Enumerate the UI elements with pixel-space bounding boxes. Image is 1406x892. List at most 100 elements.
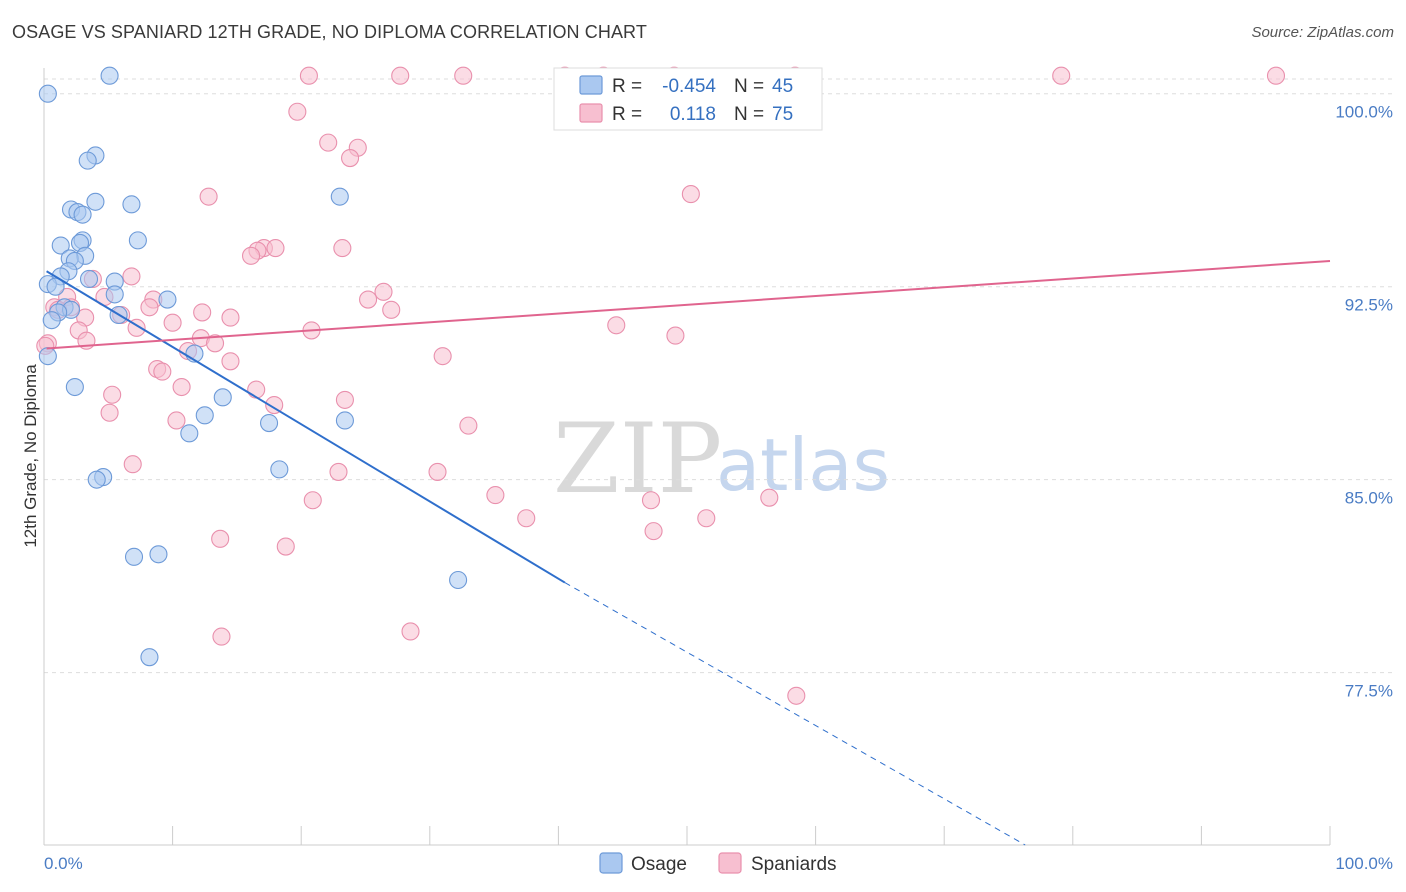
osage-point-20 [79, 269, 99, 289]
x-tick-label-0: 0.0% [44, 854, 83, 873]
legend-r-label-spaniards: R = [612, 104, 642, 125]
osage-point-37 [270, 460, 289, 479]
osage-point-23 [158, 290, 177, 309]
osage-trend-line [46, 270, 566, 584]
spaniards-point-13 [199, 187, 218, 206]
osage-point-19 [46, 277, 65, 296]
spaniards-point-53 [335, 390, 354, 409]
osage-point-41 [124, 547, 144, 566]
y-tick-label-2: 85.0% [1345, 489, 1393, 508]
spaniards-points [36, 66, 1286, 705]
y-tick-label-1: 92.5% [1345, 296, 1393, 315]
series-legend-swatch-spaniards [718, 852, 742, 874]
osage-point-31 [65, 377, 84, 397]
legend-r-value-osage: -0.454 [662, 76, 716, 97]
osage-point-44 [38, 84, 57, 103]
spaniards-point-59 [329, 462, 348, 481]
osage-point-32 [213, 388, 232, 407]
osage-point-43 [140, 648, 159, 667]
osage-point-33 [195, 406, 214, 425]
osage-point-22 [105, 285, 124, 304]
osage-trend-line-extension [564, 582, 1026, 846]
spaniards-point-22 [374, 282, 393, 301]
spaniards-point-56 [167, 411, 186, 430]
spaniards-point-14 [681, 185, 700, 204]
spaniards-point-29 [193, 303, 212, 322]
spaniards-point-72 [787, 686, 806, 705]
osage-point-7 [73, 205, 92, 224]
spaniards-point-66 [697, 509, 716, 528]
legend-r-label-osage: R = [612, 76, 642, 97]
y-tick-labels: 100.0% 92.5% 85.0% 77.5% [1335, 103, 1393, 701]
grid-lines [44, 78, 1394, 674]
spaniards-point-70 [401, 622, 420, 641]
spaniards-point-46 [433, 347, 452, 366]
spaniards-point-67 [644, 522, 663, 541]
osage-point-8 [330, 187, 349, 206]
osage-points [38, 66, 468, 667]
spaniards-point-16 [266, 239, 285, 258]
spaniards-point-60 [428, 462, 447, 481]
legend-n-label-spaniards: N = [734, 104, 764, 125]
osage-point-30 [38, 347, 57, 366]
spaniards-point-1 [391, 66, 410, 85]
osage-point-35 [335, 411, 354, 430]
osage-point-28 [42, 311, 61, 330]
spaniards-trend-line [46, 259, 1331, 350]
watermark: ZIP atlas [553, 403, 890, 515]
spaniards-point-54 [265, 395, 284, 415]
legend-n-label-osage: N = [734, 76, 764, 97]
watermark-atlas: atlas [716, 423, 890, 507]
spaniards-point-2 [454, 66, 473, 85]
x-tick-labels: 0.0% 100.0% [44, 854, 1393, 873]
y-tick-label-0: 100.0% [1335, 103, 1393, 122]
spaniards-point-68 [211, 529, 230, 548]
spaniards-point-7 [1052, 66, 1071, 85]
osage-point-3 [86, 192, 105, 211]
spaniards-point-58 [123, 455, 142, 474]
series-legend: Osage Spaniards [599, 852, 837, 875]
spaniards-point-35 [163, 313, 182, 332]
x-tick-label-1: 100.0% [1335, 854, 1393, 873]
series-legend-swatch-osage [599, 852, 623, 874]
spaniards-point-61 [486, 486, 505, 505]
legend-n-value-osage: 45 [772, 76, 793, 97]
spaniards-point-10 [319, 133, 338, 152]
spaniards-point-27 [140, 298, 159, 317]
chart-title: OSAGE VS SPANIARD 12TH GRADE, NO DIPLOMA… [12, 22, 647, 42]
y-axis-label: 12th Grade, No Diploma [21, 364, 40, 548]
osage-point-4 [122, 195, 141, 214]
osage-point-9 [128, 231, 147, 250]
spaniards-point-0 [299, 66, 318, 85]
spaniards-point-71 [212, 627, 231, 646]
spaniards-point-9 [288, 102, 307, 121]
spaniards-point-36 [607, 316, 626, 335]
spaniards-point-40 [666, 326, 685, 345]
spaniards-point-8 [1266, 66, 1286, 85]
series-legend-label-spaniards: Spaniards [751, 854, 837, 875]
trend-lines [46, 259, 1331, 846]
legend-swatch-spaniards [579, 103, 603, 123]
spaniards-point-28 [382, 300, 401, 319]
source-label: Source: ZipAtlas.com [1251, 24, 1394, 41]
spaniards-point-43 [205, 334, 225, 353]
stats-legend: R = -0.454 N = 45 R = 0.118 N = 75 [553, 67, 823, 131]
osage-point-36 [180, 424, 199, 443]
spaniards-point-49 [153, 362, 172, 381]
spaniards-point-23 [359, 290, 378, 309]
spaniards-point-18 [333, 239, 352, 258]
axes [43, 68, 1331, 846]
osage-point-42 [449, 570, 468, 590]
spaniards-point-50 [172, 377, 191, 397]
spaniards-point-30 [221, 308, 240, 327]
spaniards-point-65 [517, 509, 536, 528]
legend-r-value-spaniards: 0.118 [670, 104, 716, 125]
legend-n-value-spaniards: 75 [772, 104, 793, 125]
osage-point-34 [259, 414, 279, 433]
spaniards-point-69 [276, 537, 295, 556]
osage-point-39 [87, 470, 106, 489]
spaniards-point-62 [760, 488, 779, 507]
spaniards-point-12 [341, 148, 360, 168]
osage-point-2 [78, 151, 97, 170]
